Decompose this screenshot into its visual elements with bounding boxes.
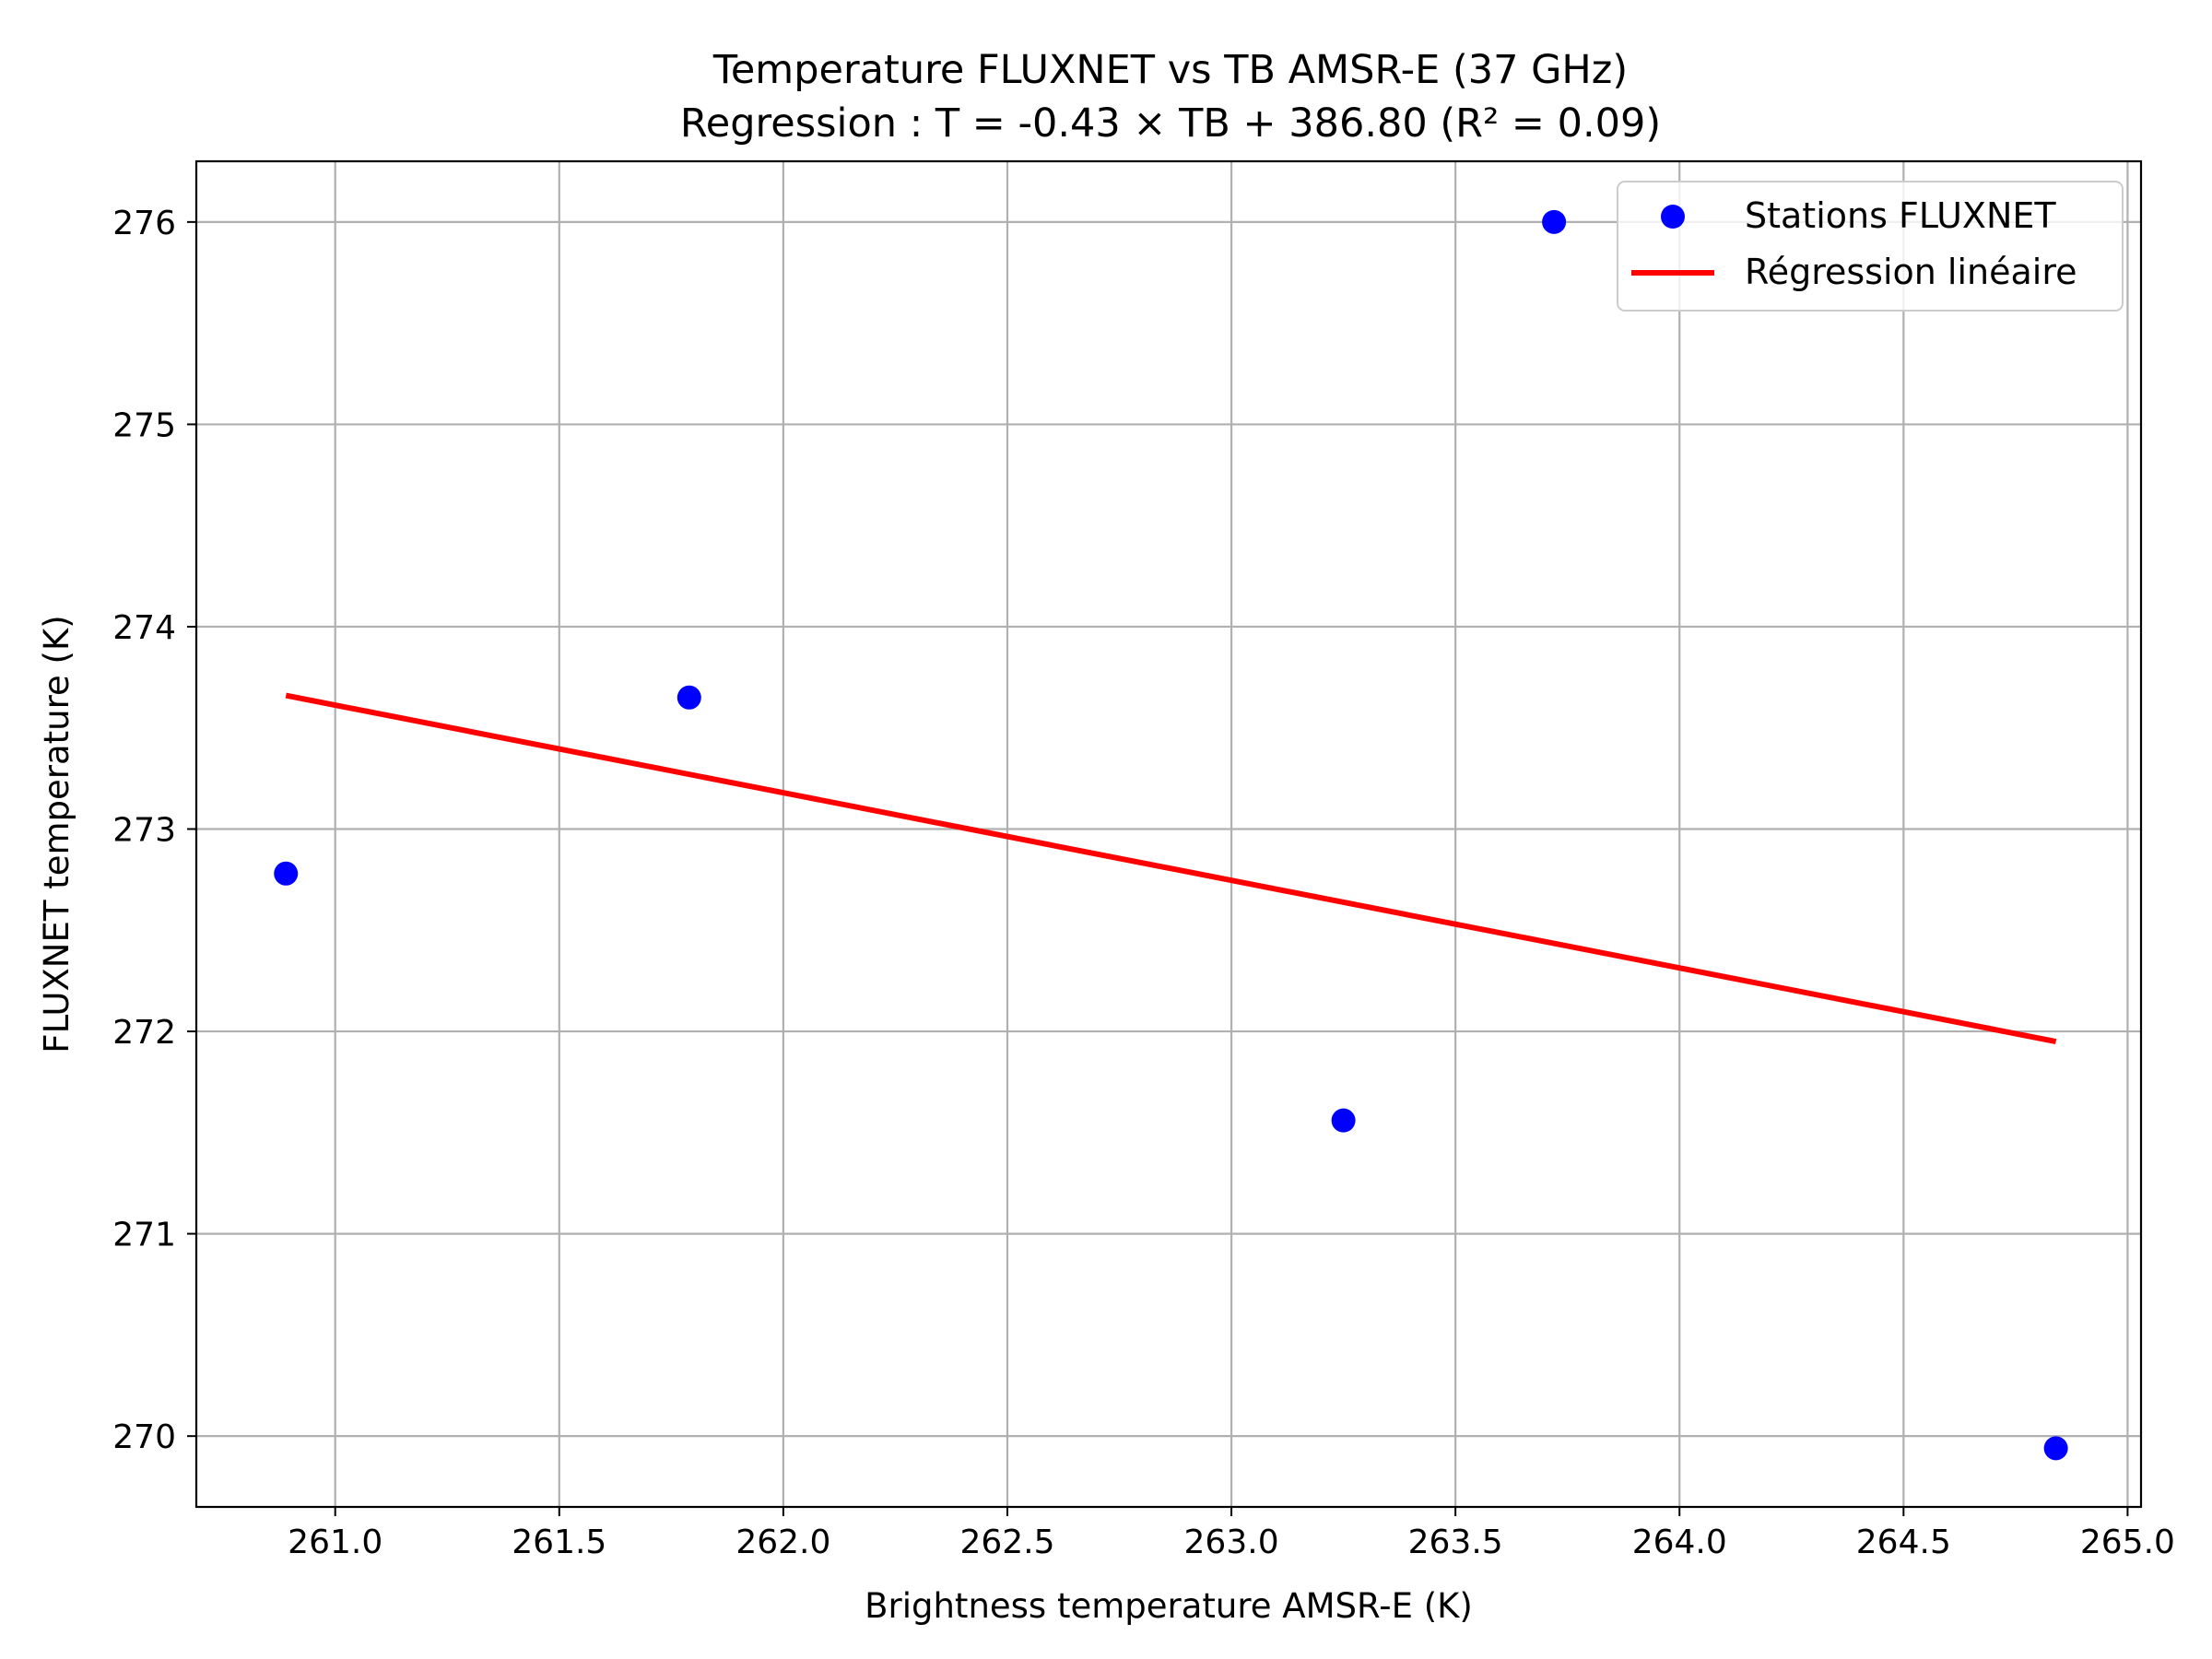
x-tick-label: 261.0 bbox=[288, 1524, 382, 1561]
y-tick-label: 272 bbox=[112, 1014, 176, 1052]
x-tick-label: 262.5 bbox=[959, 1524, 1054, 1561]
y-tick-label: 273 bbox=[112, 812, 176, 850]
regression-line bbox=[285, 692, 2057, 1044]
x-tick-label: 264.5 bbox=[1856, 1524, 1951, 1561]
y-axis-ticks: 270 271 272 273 274 275 276 bbox=[112, 205, 196, 1456]
y-tick-label: 275 bbox=[112, 406, 176, 444]
plot-area-frame bbox=[194, 159, 2143, 1509]
y-axis-label: FLUXNET temperature (K) bbox=[37, 615, 76, 1053]
x-tick-label: 263.0 bbox=[1184, 1524, 1279, 1561]
chart-subtitle: Regression : T = -0.43 × TB + 386.80 (R²… bbox=[680, 100, 1661, 147]
x-tick-label: 261.5 bbox=[512, 1524, 606, 1561]
y-tick-label: 274 bbox=[112, 609, 176, 647]
data-point bbox=[2043, 1436, 2068, 1461]
y-tick-label: 276 bbox=[112, 205, 176, 242]
y-tick-label: 271 bbox=[112, 1217, 176, 1254]
x-tick-label: 262.0 bbox=[735, 1524, 830, 1561]
legend-label-stations: Stations FLUXNET bbox=[1745, 195, 2056, 236]
x-tick-label: 263.5 bbox=[1408, 1524, 1503, 1561]
legend-scatter-marker bbox=[1661, 205, 1685, 229]
data-point bbox=[1331, 1108, 1356, 1133]
x-tick-label: 265.0 bbox=[2080, 1524, 2175, 1561]
legend-label-regression: Régression linéaire bbox=[1745, 252, 2077, 292]
legend: Stations FLUXNET Régression linéaire bbox=[1617, 181, 2124, 312]
x-axis-ticks: 261.0 261.5 262.0 262.5 263.0 263.5 264.0 264.5… bbox=[288, 1507, 2175, 1561]
x-tick-label: 264.0 bbox=[1632, 1524, 1727, 1561]
grid bbox=[196, 161, 2141, 1507]
chart-title: Temperature FLUXNET vs TB AMSR-E (37 GHz… bbox=[712, 47, 1628, 93]
data-point bbox=[677, 685, 701, 710]
y-tick-label: 270 bbox=[112, 1418, 176, 1456]
plot-series bbox=[274, 209, 2068, 1461]
data-point bbox=[274, 861, 299, 886]
data-point bbox=[1542, 209, 1567, 234]
x-axis-label: Brightness temperature AMSR-E (K) bbox=[865, 1586, 1473, 1626]
legend-box bbox=[1617, 181, 2124, 312]
